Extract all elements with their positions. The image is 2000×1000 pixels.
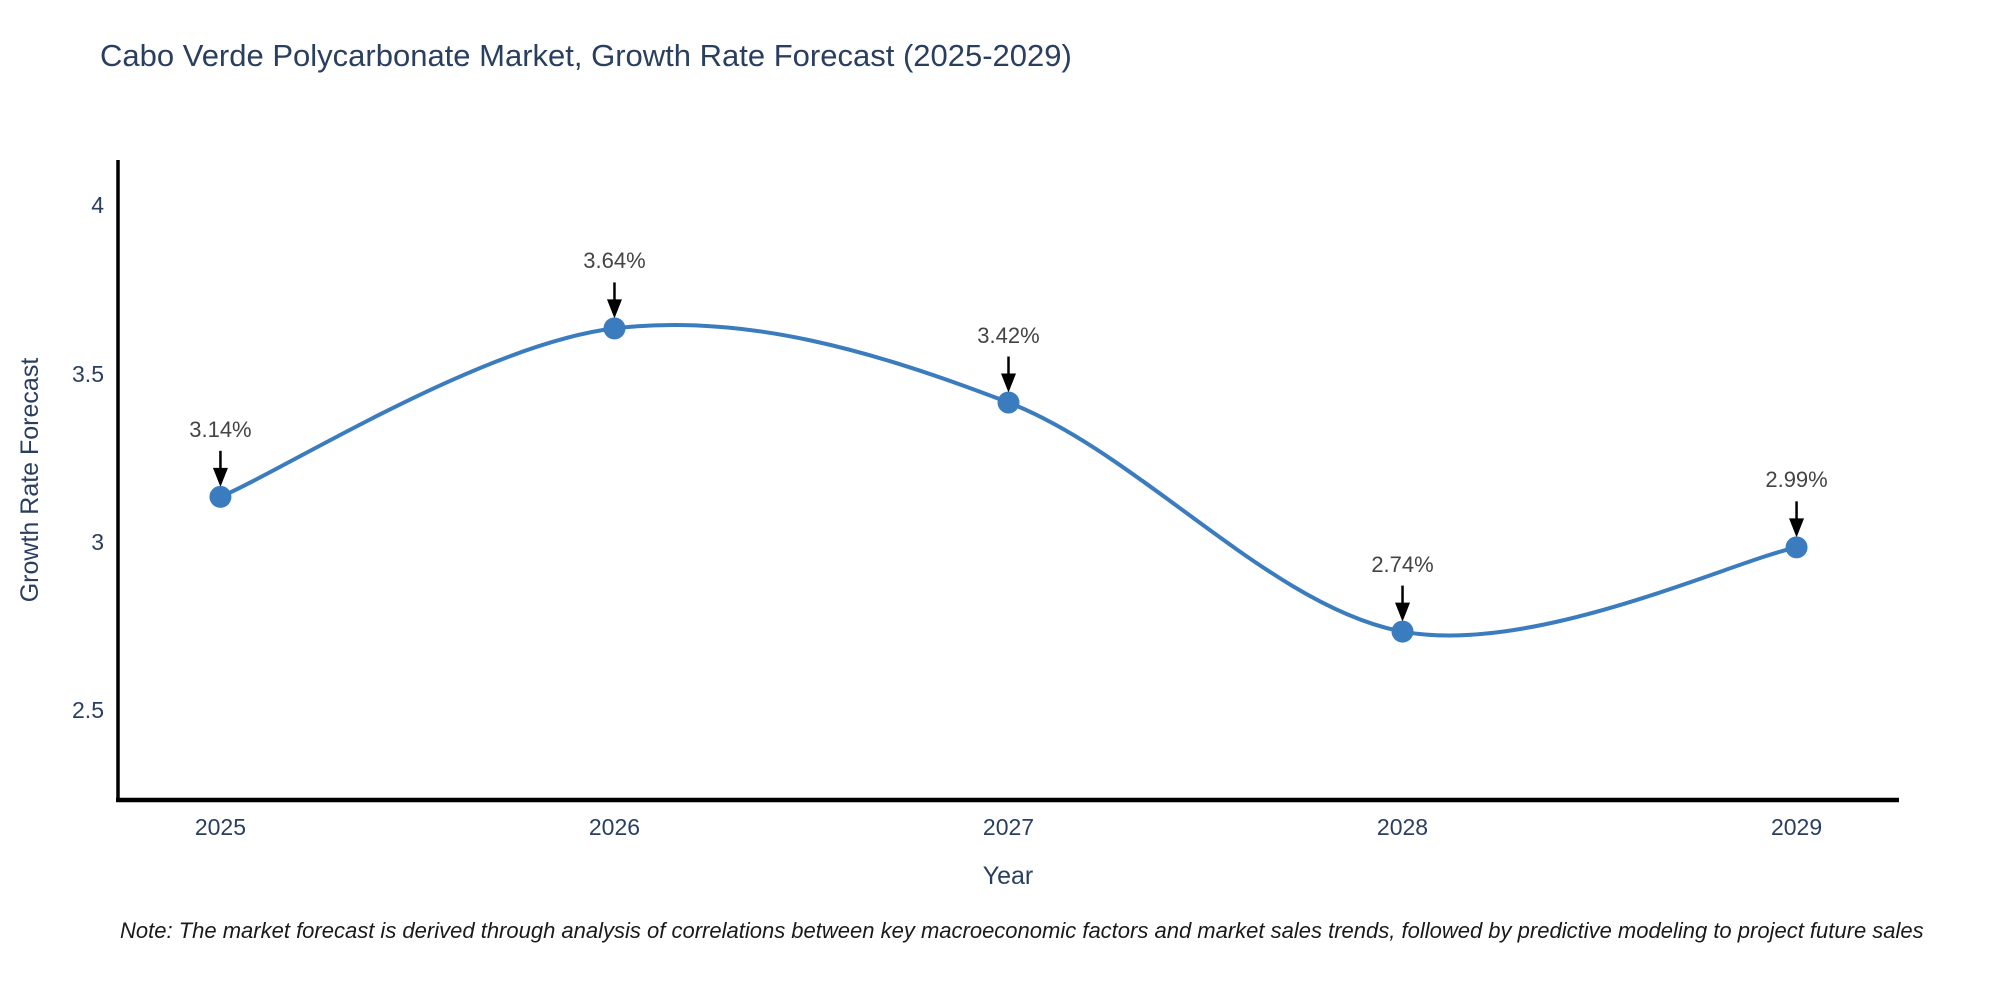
data-point-marker[interactable] — [1785, 536, 1808, 559]
annotation-arrowhead-icon — [1789, 518, 1805, 538]
point-annotation-label: 3.14% — [189, 416, 252, 442]
data-point-marker[interactable] — [1391, 620, 1414, 643]
chart-title: Cabo Verde Polycarbonate Market, Growth … — [100, 38, 1072, 73]
x-tick-label: 2026 — [588, 814, 641, 840]
point-annotation-label: 3.64% — [583, 248, 646, 274]
data-point-marker[interactable] — [997, 391, 1020, 414]
y-tick-label: 2.5 — [72, 697, 104, 724]
annotation-arrowhead-icon — [212, 467, 228, 487]
x-tick-label: 2028 — [1376, 814, 1429, 840]
y-tick-label: 3 — [91, 529, 104, 555]
x-tick-label: 2029 — [1770, 814, 1823, 840]
annotation-arrowhead-icon — [1001, 373, 1016, 393]
y-tick-label: 4 — [91, 192, 104, 219]
point-annotation-label: 2.74% — [1371, 551, 1434, 577]
x-tick-label: 2027 — [982, 814, 1035, 840]
annotation-arrowhead-icon — [606, 299, 622, 319]
point-annotation-label: 3.42% — [977, 322, 1040, 348]
annotation-arrowhead-icon — [1395, 602, 1411, 622]
data-point-marker[interactable] — [603, 317, 626, 340]
point-annotation-label: 2.99% — [1765, 467, 1828, 493]
x-axis-title: Year — [982, 862, 1034, 890]
y-tick-label: 3.5 — [72, 360, 104, 387]
data-point-marker[interactable] — [209, 485, 232, 508]
x-tick-label: 2025 — [194, 814, 247, 840]
footnote: Note: The market forecast is derived thr… — [120, 918, 1924, 943]
